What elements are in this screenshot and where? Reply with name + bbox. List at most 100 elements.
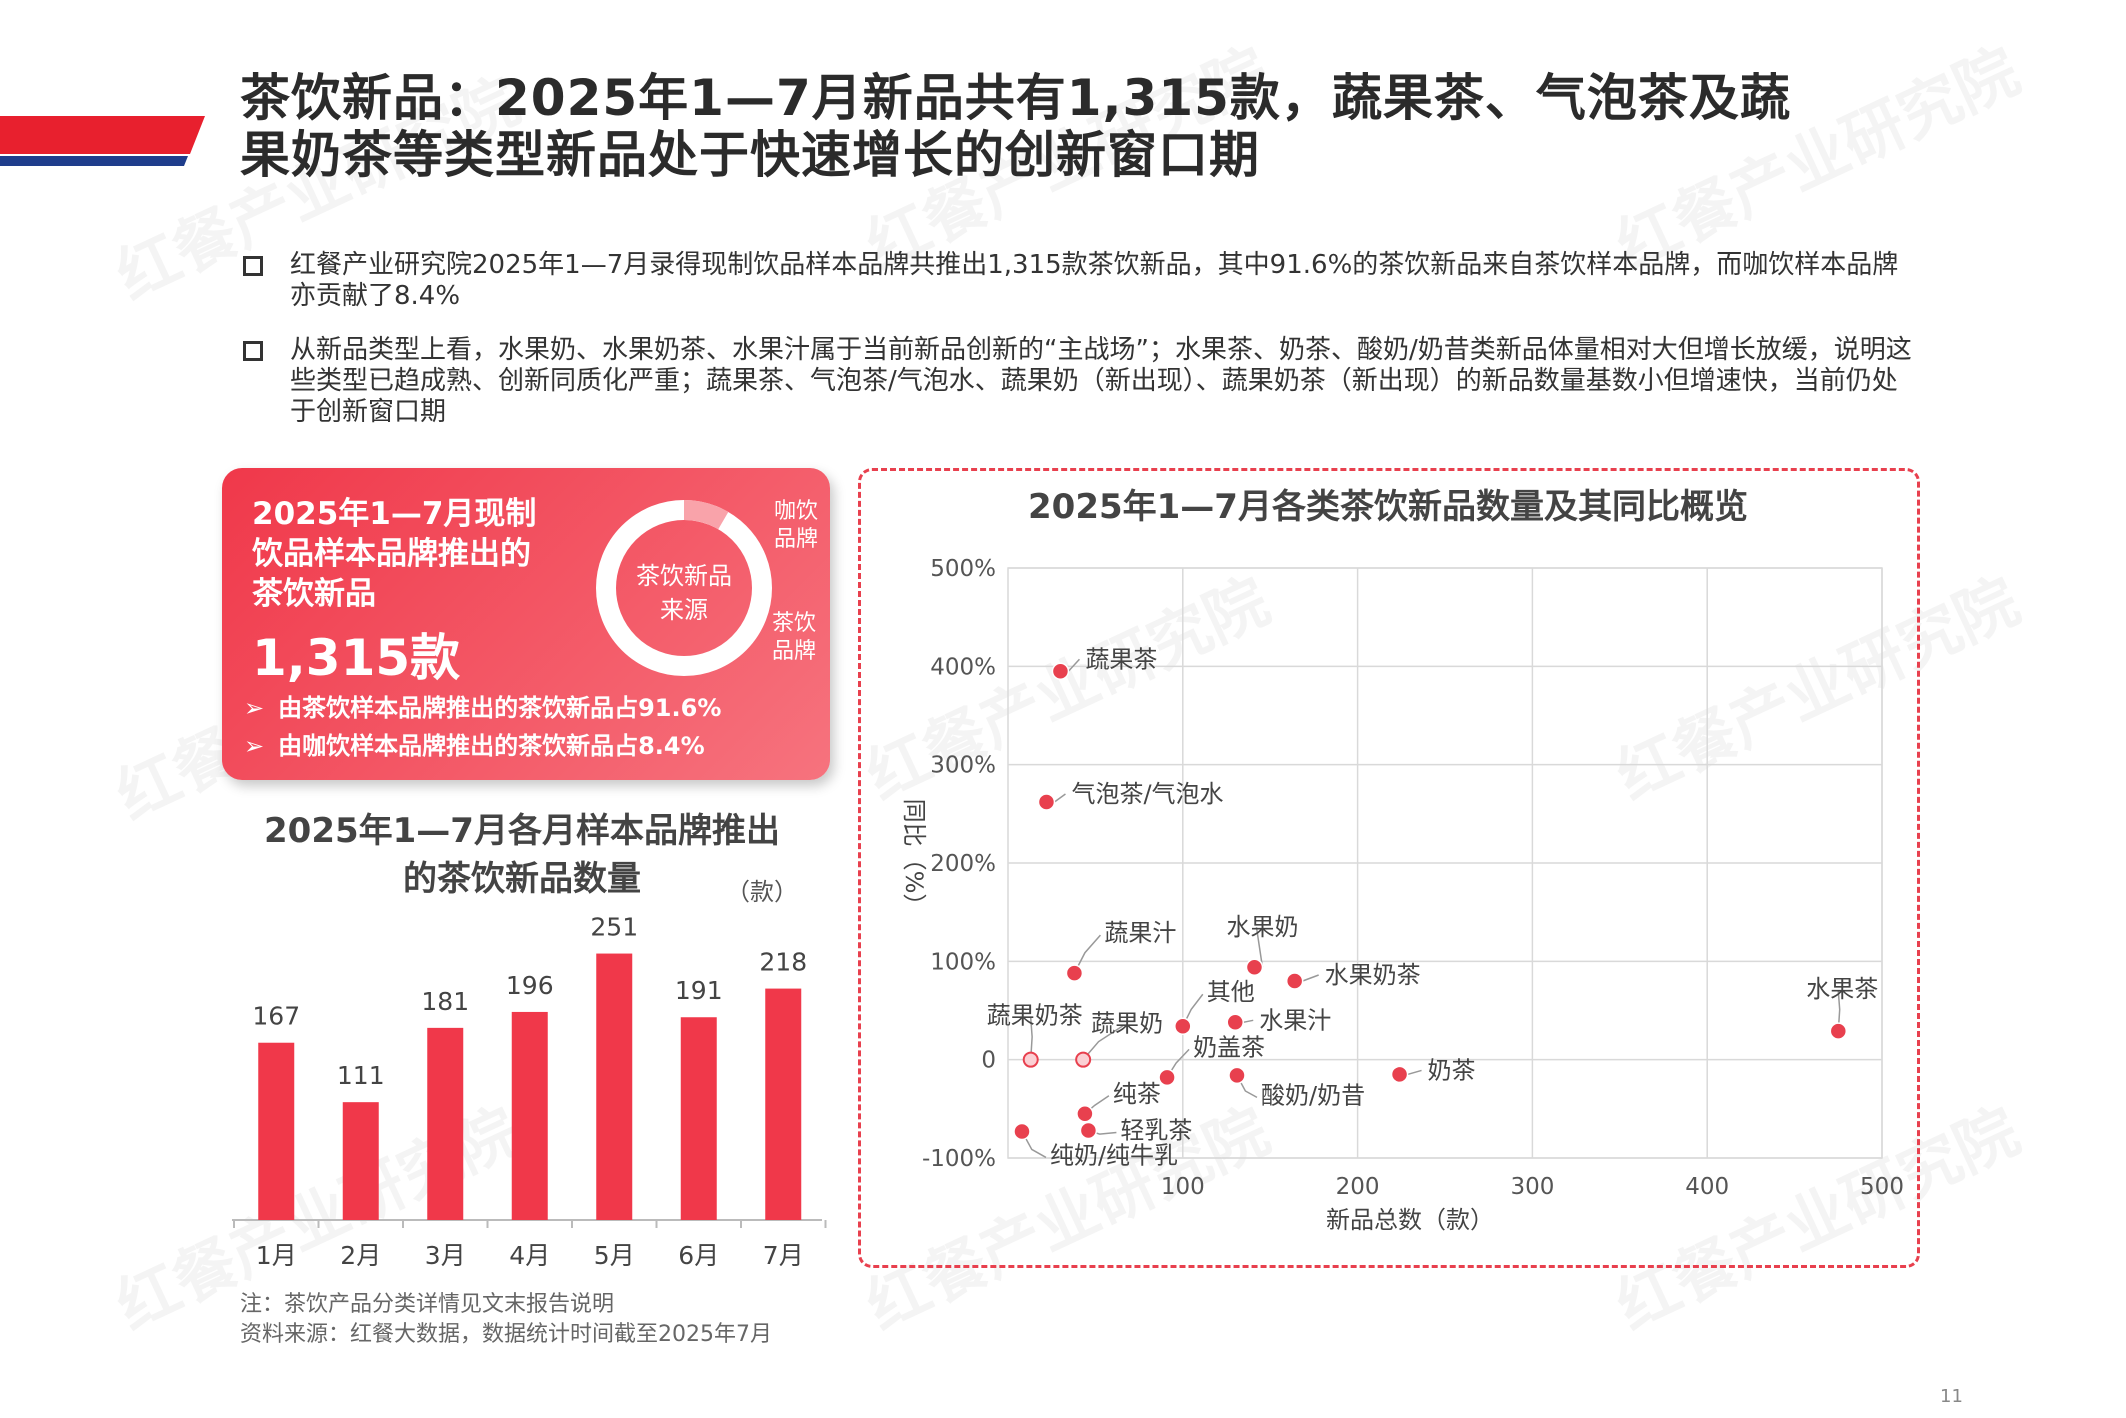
scatter-point xyxy=(1158,1068,1176,1087)
leader-line xyxy=(1054,793,1066,803)
scatter-chart: 2025年1—7月各类茶饮新品数量及其同比概览 500% 400% 300% 200%… xyxy=(900,487,1904,1234)
page-title-line-1: 茶饮新品：2025年1—7月新品共有1,315款，蔬果茶、气泡茶及蔬 xyxy=(240,69,1791,127)
leader-line xyxy=(1255,927,1264,968)
bar xyxy=(765,988,802,1220)
scatter-point xyxy=(1079,1121,1098,1140)
y-tick-label: 100% xyxy=(930,949,996,975)
bar xyxy=(427,1027,464,1220)
bar-value-label: 251 xyxy=(590,913,638,942)
scatter-point xyxy=(1174,1017,1192,1035)
bar xyxy=(596,953,633,1220)
donut-center-line-1: 茶饮新品 xyxy=(636,562,732,590)
scatter-point xyxy=(1013,1122,1031,1141)
scatter-point-new xyxy=(1022,1051,1039,1068)
x-tick-label: 200 xyxy=(1336,1174,1380,1200)
scatter-point xyxy=(1037,793,1056,811)
bar xyxy=(342,1102,379,1220)
bullet-square-icon xyxy=(243,341,263,361)
bar-chart-title-line-1: 2025年1—7月各月样本品牌推出 xyxy=(264,811,780,851)
leader-line xyxy=(1067,658,1080,672)
bar-category-label: 6月 xyxy=(678,1241,719,1270)
scatter-point-label: 酸奶/奶昔 xyxy=(1261,1081,1365,1109)
scatter-point-label: 纯茶 xyxy=(1113,1080,1161,1108)
y-tick-label: -100% xyxy=(922,1146,996,1172)
bullet-text-1: 红餐产业研究院2025年1—7月录得现制饮品样本品牌共推出1,315款茶饮新品，… xyxy=(290,250,1899,311)
coffee-label-line-2: 品牌 xyxy=(774,527,818,552)
scatter-point-label: 蔬果茶 xyxy=(1085,645,1157,673)
scatter-point-label: 轻乳茶 xyxy=(1120,1116,1192,1144)
summary-card: 2025年1—7月现制 饮品样本品牌推出的 茶饮新品 1,315款 茶饮新品 来… xyxy=(222,468,830,780)
scatter-chart-title: 2025年1—7月各类茶饮新品数量及其同比概览 xyxy=(1028,487,1748,527)
scatter-point xyxy=(1829,1022,1848,1040)
scatter-chart-frame xyxy=(858,468,1920,1268)
tea-label-line-1: 茶饮 xyxy=(772,611,816,636)
card-sub-line-2: ➢ 由咖饮样本品牌推出的茶饮新品占8.4% xyxy=(244,732,705,760)
bullet-square-icon xyxy=(243,256,263,276)
scatter-grid: 500% 400% 300% 200% 100% 0 -100% 100 200 300 400 50… xyxy=(922,556,1904,1200)
arrow-bullet-icon: ➢ xyxy=(244,732,265,760)
x-tick-label: 500 xyxy=(1860,1174,1904,1200)
bar-category-label: 4月 xyxy=(509,1241,550,1270)
bar-chart-unit: （款） xyxy=(726,878,798,906)
note-text: 注：茶饮产品分类详情见文末报告说明 xyxy=(240,1292,615,1317)
scatter-point-label: 蔬果汁 xyxy=(1104,919,1176,947)
bar-category-label: 5月 xyxy=(594,1241,635,1270)
bar-chart-title-line-2: 的茶饮新品数量 xyxy=(403,859,641,899)
scatter-point-label: 水果奶茶 xyxy=(1325,961,1421,989)
tea-label-line-2: 品牌 xyxy=(772,639,816,664)
leader-line xyxy=(1243,1019,1254,1024)
scatter-point-label: 奶盖茶 xyxy=(1193,1033,1265,1061)
scatter-y-axis-label: 同比（%） xyxy=(900,799,928,918)
scatter-point-label: 水果茶 xyxy=(1806,975,1878,1003)
bar-category-label: 7月 xyxy=(763,1241,804,1270)
x-tick-label: 400 xyxy=(1685,1174,1729,1200)
bar xyxy=(680,1017,717,1220)
y-tick-label: 300% xyxy=(930,753,996,779)
monthly-bar-chart: 2025年1—7月各月样本品牌推出 的茶饮新品数量 （款） 167 1月 111 2月… xyxy=(232,811,827,1270)
bar-value-label: 181 xyxy=(421,987,469,1016)
bar xyxy=(258,1042,295,1220)
scatter-point xyxy=(1390,1065,1409,1084)
scatter-point-label: 其他 xyxy=(1207,978,1255,1006)
scatter-point-label: 气泡茶/气泡水 xyxy=(1071,780,1223,808)
bar-value-label: 167 xyxy=(252,1002,300,1031)
scatter-point-label: 奶茶 xyxy=(1428,1056,1476,1084)
bar-category-label: 1月 xyxy=(256,1241,297,1270)
card-total-count: 1,315款 xyxy=(252,629,461,687)
scatter-point-label: 水果汁 xyxy=(1259,1006,1331,1034)
bar-category-label: 2月 xyxy=(340,1241,381,1270)
scatter-point-label: 纯奶/纯牛乳 xyxy=(1050,1141,1178,1169)
y-tick-label: 400% xyxy=(930,654,996,680)
scatter-point xyxy=(1245,958,1264,976)
page-number: 11 xyxy=(1940,1386,1963,1407)
source-donut-chart: 茶饮新品 来源 咖饮 品牌 茶饮 品牌 xyxy=(596,499,818,676)
bar-value-label: 218 xyxy=(759,948,807,977)
coffee-brand-segment xyxy=(683,500,729,530)
card-sub-line-1: ➢ 由茶饮样本品牌推出的茶饮新品占91.6% xyxy=(244,694,722,722)
bullet-text-2: 从新品类型上看，水果奶、水果奶茶、水果汁属于当前新品创新的“主战场”；水果茶、奶… xyxy=(290,335,1912,427)
scatter-point-label: 蔬果奶茶 xyxy=(987,1002,1083,1030)
donut-center-line-2: 来源 xyxy=(660,596,708,624)
bar-value-label: 196 xyxy=(506,971,554,1000)
bar-value-label: 111 xyxy=(337,1061,385,1090)
scatter-point xyxy=(1065,964,1084,982)
scatter-point xyxy=(1076,1105,1094,1123)
card-title: 2025年1—7月现制 饮品样本品牌推出的 茶饮新品 xyxy=(252,496,537,612)
scatter-point xyxy=(1051,662,1070,680)
scatter-x-axis-label: 新品总数（款） xyxy=(1326,1206,1494,1234)
bar-category-label: 3月 xyxy=(425,1241,466,1270)
y-tick-label: 500% xyxy=(930,556,996,582)
x-tick-label: 300 xyxy=(1510,1174,1554,1200)
bar xyxy=(511,1011,548,1220)
scatter-point-label: 蔬果奶 xyxy=(1091,1010,1163,1038)
arrow-bullet-icon: ➢ xyxy=(244,694,265,722)
scatter-point-new xyxy=(1075,1051,1092,1068)
page-title-line-2: 果奶茶等类型新品处于快速增长的创新窗口期 xyxy=(240,126,1260,184)
scatter-point-label: 水果奶 xyxy=(1226,913,1298,941)
x-tick-label: 100 xyxy=(1161,1174,1205,1200)
y-tick-label: 200% xyxy=(930,851,996,877)
scatter-point xyxy=(1285,972,1304,990)
scatter-point xyxy=(1226,1013,1244,1032)
header-accent-stripes xyxy=(0,116,205,166)
